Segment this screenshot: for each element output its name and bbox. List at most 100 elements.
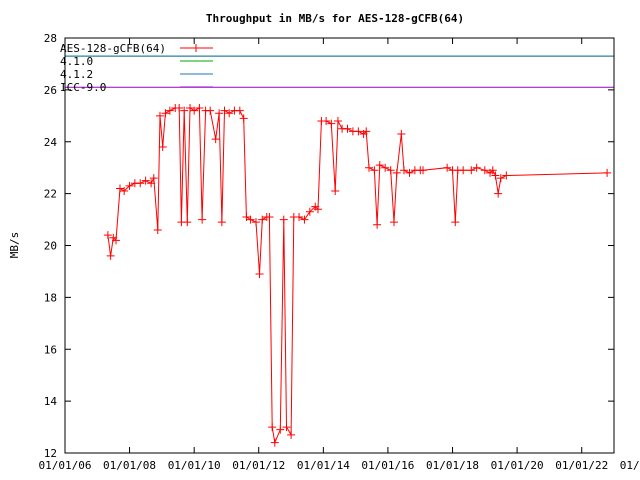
y-tick-label: 28 <box>44 32 57 45</box>
data-point <box>472 163 481 172</box>
data-point <box>268 423 277 432</box>
y-axis-label: MB/s <box>8 232 21 259</box>
x-tick-label: 01/01/08 <box>103 459 156 472</box>
data-point <box>392 168 401 177</box>
legend-label: 4.1.0 <box>60 55 93 68</box>
data-point <box>141 176 150 185</box>
data-point <box>480 166 489 175</box>
chart-title: Throughput in MB/s for AES-128-gCFB(64) <box>206 12 464 25</box>
data-point <box>459 166 468 175</box>
data-point <box>305 207 314 216</box>
data-point <box>186 104 195 113</box>
data-point <box>149 174 158 183</box>
data-point <box>333 117 342 125</box>
data-point <box>255 270 264 279</box>
data-point <box>467 166 476 175</box>
data-point <box>386 166 395 175</box>
x-tick-label: 01/01/06 <box>39 459 92 472</box>
data-point <box>390 218 399 227</box>
data-point <box>343 124 352 133</box>
data-point <box>206 106 215 115</box>
data-point <box>603 168 612 177</box>
series-layer <box>65 55 614 447</box>
data-point <box>488 166 497 175</box>
x-tick-label: 01/01/12 <box>232 459 285 472</box>
data-point <box>494 189 503 198</box>
data-point <box>381 163 390 172</box>
data-point <box>282 423 291 432</box>
data-point <box>165 106 174 115</box>
data-point <box>370 166 379 175</box>
data-point <box>198 215 207 224</box>
data-point <box>313 205 322 214</box>
data-point <box>195 104 204 113</box>
data-point <box>295 212 304 221</box>
data-point <box>120 187 129 196</box>
y-tick-label: 12 <box>44 447 57 460</box>
legend-label: ICC-9.0 <box>60 81 106 94</box>
y-tick-label: 22 <box>44 188 57 201</box>
data-point <box>419 166 428 175</box>
data-point <box>496 174 505 183</box>
data-point <box>112 236 121 245</box>
plot-frame <box>64 37 615 454</box>
data-point <box>491 171 500 180</box>
data-point <box>125 181 134 190</box>
data-point <box>183 218 192 227</box>
x-tick-label: 01/01/24 <box>620 459 640 472</box>
data-point <box>287 430 296 439</box>
x-tick-label: 01/01/14 <box>297 459 350 472</box>
data-point <box>225 109 234 118</box>
data-point <box>153 225 162 234</box>
data-point <box>276 425 285 434</box>
data-point <box>279 215 288 224</box>
data-point <box>364 163 373 172</box>
y-tick-label: 24 <box>44 136 58 149</box>
x-tick-label: 01/01/18 <box>426 459 479 472</box>
data-point <box>265 212 274 221</box>
data-point <box>180 106 189 115</box>
data-point <box>362 127 371 136</box>
data-point <box>190 106 199 115</box>
data-point <box>246 215 255 224</box>
data-point <box>354 127 363 136</box>
data-point <box>375 161 384 170</box>
y-tick-label: 16 <box>44 343 57 356</box>
data-point <box>242 212 251 221</box>
legend-marker <box>192 44 200 52</box>
data-point <box>443 163 452 172</box>
data-point <box>322 117 331 125</box>
data-point <box>136 179 145 188</box>
y-tick-label: 14 <box>44 395 58 408</box>
data-point <box>161 109 170 118</box>
data-point <box>251 218 260 227</box>
data-point <box>103 231 112 240</box>
data-point <box>300 215 309 224</box>
data-point <box>270 438 279 447</box>
data-point <box>215 109 224 118</box>
legend-label: AES-128-gCFB(64) <box>60 42 166 55</box>
data-point <box>397 129 406 138</box>
y-tick-label: 18 <box>44 291 57 304</box>
data-point <box>373 220 382 229</box>
x-tick-label: 01/01/16 <box>361 459 414 472</box>
data-point <box>502 171 511 180</box>
data-point <box>147 179 156 188</box>
data-point <box>405 168 414 177</box>
data-point <box>175 104 184 113</box>
x-tick-label: 01/01/20 <box>491 459 544 472</box>
data-point <box>106 251 115 260</box>
data-point <box>115 184 124 193</box>
data-point <box>258 215 267 224</box>
data-point <box>211 135 220 144</box>
data-point <box>155 111 164 120</box>
data-point <box>327 119 336 128</box>
data-point <box>220 106 229 115</box>
y-tick-label: 26 <box>44 84 57 97</box>
data-point <box>235 106 244 115</box>
x-tick-label: 01/01/10 <box>168 459 221 472</box>
x-tick-label: 01/01/22 <box>555 459 608 472</box>
